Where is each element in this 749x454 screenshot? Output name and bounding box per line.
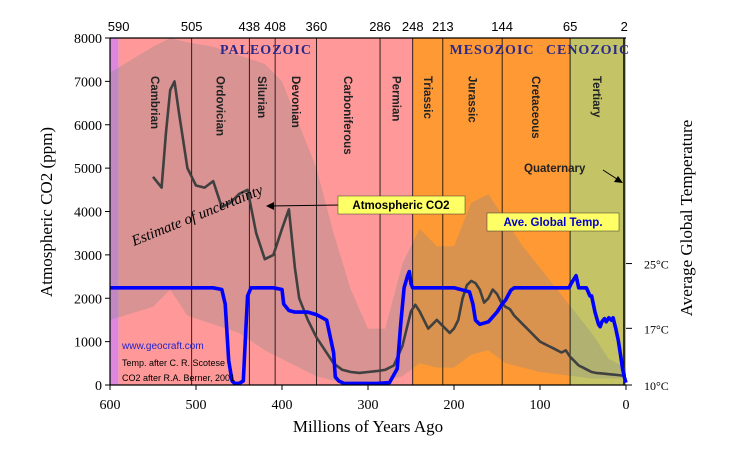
period-label-cambrian: Cambrian [148,76,160,129]
era-label-paleozoic: PALEOZOIC [220,43,312,58]
y-tick-label-3000: 3000 [74,249,102,264]
x-tick-label-500: 500 [186,398,207,413]
y-tick-label-5000: 5000 [74,162,102,177]
co2-callout-arrowhead [266,202,274,210]
period-label-cretaceous: Cretaceous [529,76,541,139]
series-layer [110,80,628,386]
boundary-label-438: 438 [238,19,260,34]
period-label-carboniferous: Carboniferous [341,76,353,155]
period-boundary-layer [191,38,625,385]
period-label-jurassic: Jurassic [466,76,478,123]
credit-co2: CO2 after R.A. Berner, 2001 [122,373,235,383]
period-label-devonian: Devonian [289,76,301,128]
boundary-label-2: 2 [621,19,628,34]
era-label-mesozoic: MESOZOIC [449,43,534,58]
period-label-permian: Permian [389,76,401,121]
x-tick-label-600: 600 [100,398,121,413]
x-tick-label-200: 200 [444,398,465,413]
boundary-label-360: 360 [306,19,328,34]
temp-callout: Ave. Global Temp. [486,212,620,232]
axis-layer: 590 505 438 408 360 286 248 213 144 65 20100020003… [74,19,669,413]
y-tick-label-0: 0 [95,379,102,394]
quaternary-callout: Quaternary [524,163,623,183]
boundary-label-286: 286 [369,19,391,34]
boundary-label-213: 213 [432,19,454,34]
credit-site: www.geocraft.com [121,341,204,352]
period-label-ordovician: Ordovician [214,76,226,136]
temp-callout-box [486,212,620,232]
boundary-label-65: 65 [563,19,577,34]
y-tick-label-6000: 6000 [74,119,102,134]
series-line-temperature [110,269,628,386]
pre-cambrian-band [110,38,119,385]
y-tick-label-7000: 7000 [74,75,102,90]
temp-tick-label-17: 17°C [644,322,669,336]
boundary-label-505: 505 [181,19,203,34]
y2-axis-title: Average Global Temperature [677,120,696,316]
boundary-label-248: 248 [402,19,424,34]
boundary-label-590: 590 [108,19,130,34]
boundary-label-408: 408 [264,19,286,34]
period-label-triassic: Triassic [421,76,433,119]
x-tick-label-400: 400 [272,398,293,413]
y-tick-label-1000: 1000 [74,336,102,351]
temp-tick-label-10: 10°C [644,379,669,393]
y-tick-label-8000: 8000 [74,32,102,47]
temp-callout-label: Ave. Global Temp. [503,217,602,229]
era-label-layer: PALEOZOIC MESOZOIC CENOZOIC [220,43,630,58]
quaternary-arrowhead [614,176,623,183]
co2-callout-label: Atmospheric CO2 [352,200,449,212]
temp-tick-label-25: 25°C [644,258,669,272]
x-tick-label-0: 0 [623,398,630,413]
y-tick-label-4000: 4000 [74,206,102,221]
x-tick-label-100: 100 [530,398,551,413]
period-label-tertiary: Tertiary [590,76,602,118]
co2-callout-box [337,195,466,215]
x-tick-label-300: 300 [358,398,379,413]
x-axis-title: Millions of Years Ago [293,417,443,436]
credit-temp: Temp. after C. R. Scotese [122,358,225,368]
credits: www.geocraft.com Temp. after C. R. Scote… [121,341,235,383]
boundary-label-144: 144 [491,19,513,34]
y-tick-label-2000: 2000 [74,292,102,307]
y-axis-title: Atmospheric CO2 (ppm) [37,127,56,297]
era-label-cenozoic: CENOZOIC [546,43,630,58]
period-label-silurian: Silurian [255,76,267,118]
co2-callout-arrow [267,204,341,207]
series-line-co2 [151,80,626,377]
period-label-layer: Cambrian Ordovician Silurian Devonian Carbon… [148,76,602,155]
period-background-layer [110,38,626,385]
co2-callout: Atmospheric CO2 [266,195,466,215]
quaternary-label: Quaternary [524,163,586,175]
